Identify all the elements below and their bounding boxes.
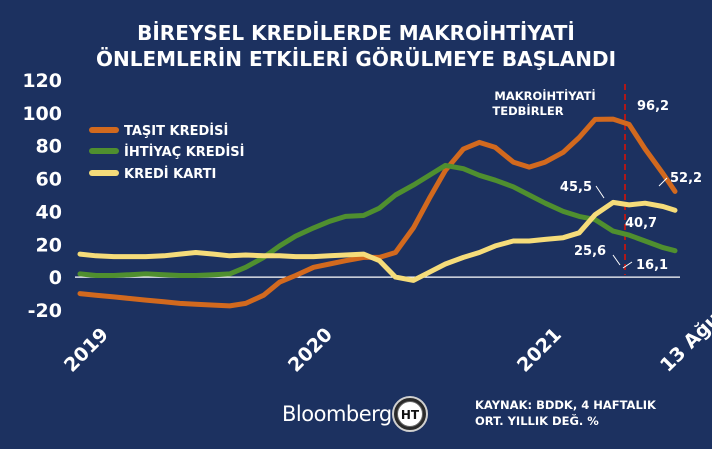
chart-title-line2: ÖNLEMLERİN ETKİLERİ GÖRÜLMEYE BAŞLANDI: [96, 47, 616, 71]
legend-label: TAŞIT KREDİSİ: [124, 123, 228, 139]
series-line-1: [77, 116, 678, 309]
bloomberg-logo: Bloomberg: [282, 402, 392, 426]
data-value-label: 16,1: [636, 258, 668, 273]
chart-title-line1: BİREYSEL KREDİLERDE MAKROİHTİYATİ: [137, 21, 575, 45]
y-tick-label: 60: [36, 169, 62, 191]
label-leader-line: [622, 261, 633, 269]
legend-label: İHTİYAÇ KREDİSİ: [124, 144, 245, 160]
y-tick-label: 40: [36, 201, 62, 223]
policy-marker-label-line2: TEDBİRLER: [492, 103, 563, 118]
source-line1: KAYNAK: BDDK, 4 HAFTALIK: [475, 398, 657, 412]
y-tick-label: 0: [49, 267, 62, 289]
y-tick-label: -20: [28, 300, 62, 322]
data-value-label: 96,2: [637, 99, 669, 114]
data-value-label: 52,2: [670, 171, 702, 186]
value-labels: 96,2 52,2 45,5 40,7 25,6 16,1: [560, 99, 702, 273]
source-line2: ORT. YILLIK DEĞ. %: [475, 413, 599, 428]
y-axis: 120 100 80 60 40 20 0 -20: [22, 70, 62, 322]
label-leader-line: [612, 254, 621, 266]
y-tick-label: 80: [36, 136, 62, 158]
series-line-3: [77, 199, 678, 283]
svg-text:HT: HT: [401, 408, 420, 422]
y-tick-label: 100: [22, 103, 62, 125]
data-value-label: 25,6: [574, 244, 606, 259]
data-value-label: 40,7: [625, 216, 657, 231]
legend-label: KREDİ KARTI: [124, 166, 216, 182]
label-leader-line: [658, 177, 668, 187]
ht-logo: HT: [392, 396, 428, 432]
y-tick-label: 120: [22, 70, 62, 92]
data-value-label: 45,5: [560, 180, 592, 195]
series-lines: [77, 116, 678, 309]
label-leader-line: [595, 185, 605, 199]
policy-marker-label-line1: MAKROİHTİYATİ: [494, 88, 595, 103]
legend: TAŞIT KREDİSİ İHTİYAÇ KREDİSİ KREDİ KARTI: [89, 123, 245, 182]
series-line-2: [77, 162, 678, 278]
y-tick-label: 20: [36, 234, 62, 256]
